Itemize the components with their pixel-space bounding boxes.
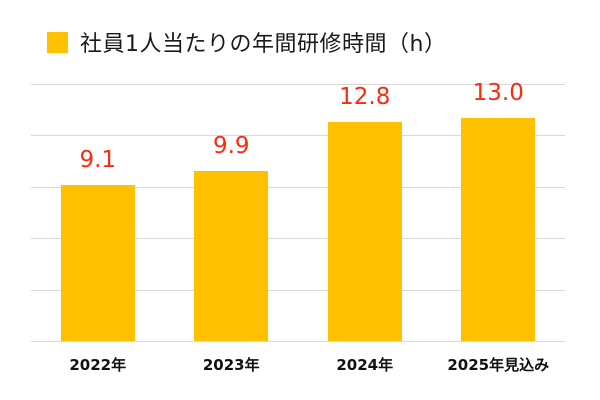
gridline [31,341,565,342]
legend-label: 社員1人当たりの年間研修時間（h） [80,32,447,57]
legend-swatch [47,31,68,53]
bar [60,185,135,341]
gridline [31,84,565,85]
value-label: 12.8 [339,83,391,110]
gridline [31,186,565,188]
bar [327,121,402,341]
value-label: 9.1 [79,147,117,174]
chart-legend: 社員1人当たりの年間研修時間（h） [47,22,446,62]
value-label: 9.9 [212,133,250,160]
x-axis-label: 2022年 [69,356,127,374]
bar [194,171,269,341]
gridline [31,135,565,137]
x-axis-label: 2023年 [202,356,260,374]
gridline [31,289,565,291]
value-label: 13.0 [472,80,524,107]
x-axis-label: 2024年 [336,356,394,374]
x-axis-label: 2025年見込み [447,356,550,374]
gridline [31,238,565,240]
bar [461,118,536,341]
plot-area: 9.1 9.9 12.8 13.0 [31,80,565,342]
